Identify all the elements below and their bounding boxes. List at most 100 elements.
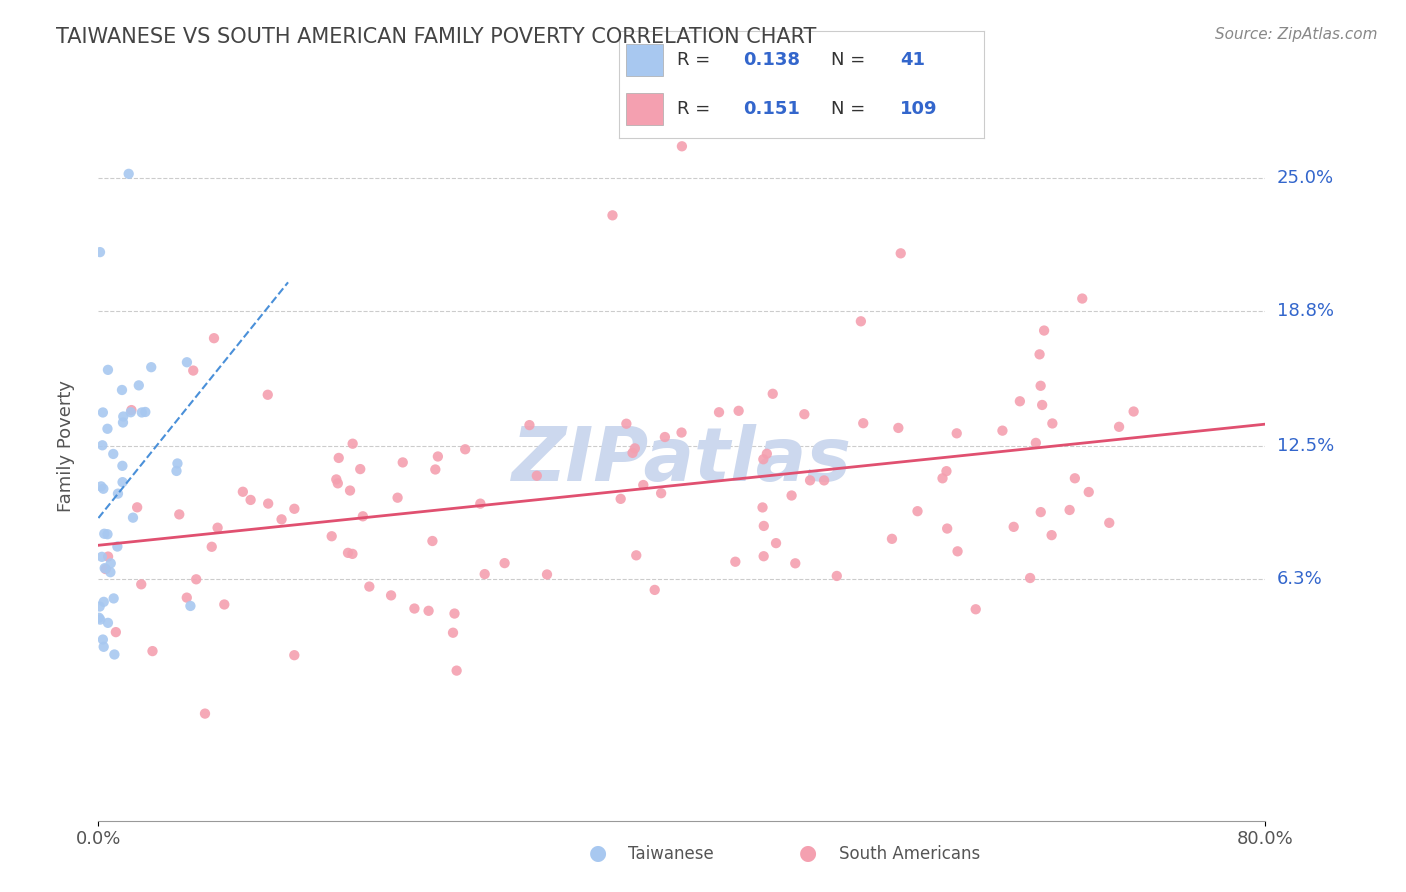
Point: [342, 436, 364, 450]
Point: [179, 599, 201, 613]
Point: [325, 472, 347, 486]
Point: [626, 549, 648, 563]
Text: N =: N =: [831, 101, 870, 119]
Point: [707, 405, 730, 419]
Text: N =: N =: [831, 51, 870, 69]
Text: ●: ●: [800, 844, 817, 863]
Point: [454, 442, 477, 457]
Point: [89, 599, 111, 614]
Point: [202, 331, 225, 345]
Point: [128, 378, 150, 392]
Point: [946, 544, 969, 558]
Point: [270, 512, 292, 526]
Point: [207, 521, 229, 535]
Point: [129, 577, 152, 591]
Point: [339, 483, 361, 498]
Point: [337, 546, 360, 560]
Point: [96, 527, 118, 541]
Point: [799, 473, 821, 487]
Text: ●: ●: [589, 844, 606, 863]
Point: [422, 534, 444, 549]
Point: [1002, 520, 1025, 534]
Point: [616, 417, 638, 431]
Point: [120, 403, 142, 417]
Point: [1108, 419, 1130, 434]
Point: [755, 447, 778, 461]
Text: 6.3%: 6.3%: [1277, 570, 1322, 588]
Point: [890, 246, 912, 260]
Point: [93, 640, 115, 654]
Point: [94, 562, 117, 576]
Point: [621, 446, 644, 460]
Point: [359, 580, 381, 594]
Point: [107, 486, 129, 500]
Point: [852, 416, 875, 430]
Point: [111, 416, 134, 430]
Point: [654, 430, 676, 444]
Point: [201, 540, 224, 554]
Point: [1071, 292, 1094, 306]
Point: [93, 561, 115, 575]
Point: [349, 462, 371, 476]
Point: [1077, 485, 1099, 500]
Point: [624, 442, 647, 456]
Point: [91, 438, 114, 452]
Point: [887, 421, 910, 435]
Point: [671, 139, 693, 153]
Text: 25.0%: 25.0%: [1277, 169, 1334, 187]
Text: South Americans: South Americans: [839, 846, 980, 863]
Point: [186, 572, 208, 586]
Point: [609, 491, 631, 506]
Point: [536, 567, 558, 582]
Point: [1025, 436, 1047, 450]
Point: [474, 567, 496, 582]
Point: [671, 425, 693, 440]
Point: [387, 491, 409, 505]
Point: [134, 405, 156, 419]
Point: [91, 482, 114, 496]
Point: [849, 314, 872, 328]
Text: TAIWANESE VS SOUTH AMERICAN FAMILY POVERTY CORRELATION CHART: TAIWANESE VS SOUTH AMERICAN FAMILY POVER…: [56, 27, 817, 46]
Point: [93, 595, 115, 609]
Point: [425, 462, 447, 476]
Point: [104, 625, 127, 640]
Point: [1063, 471, 1085, 485]
Point: [752, 549, 775, 564]
Point: [257, 497, 280, 511]
Point: [418, 604, 440, 618]
Point: [880, 532, 903, 546]
Point: [103, 447, 125, 461]
Text: 12.5%: 12.5%: [1277, 437, 1334, 455]
Point: [181, 363, 204, 377]
Point: [936, 522, 959, 536]
Point: [97, 549, 120, 564]
Point: [633, 478, 655, 492]
Point: [494, 556, 516, 570]
Point: [765, 536, 787, 550]
Point: [352, 509, 374, 524]
Point: [1029, 505, 1052, 519]
Point: [122, 510, 145, 524]
Point: [404, 601, 426, 615]
Text: R =: R =: [678, 101, 716, 119]
Point: [176, 591, 198, 605]
Point: [166, 464, 188, 478]
Point: [945, 426, 967, 441]
Point: [87, 611, 110, 625]
Text: Taiwanese: Taiwanese: [628, 846, 714, 863]
Point: [446, 664, 468, 678]
Point: [342, 547, 364, 561]
Y-axis label: Family Poverty: Family Poverty: [56, 380, 75, 512]
Point: [907, 504, 929, 518]
Point: [1031, 398, 1053, 412]
Point: [813, 474, 835, 488]
Point: [166, 457, 188, 471]
Point: [91, 405, 114, 419]
Point: [470, 497, 492, 511]
Point: [965, 602, 987, 616]
Point: [232, 484, 254, 499]
Point: [112, 409, 135, 424]
Point: [380, 588, 402, 602]
Point: [89, 613, 111, 627]
Point: [441, 625, 464, 640]
